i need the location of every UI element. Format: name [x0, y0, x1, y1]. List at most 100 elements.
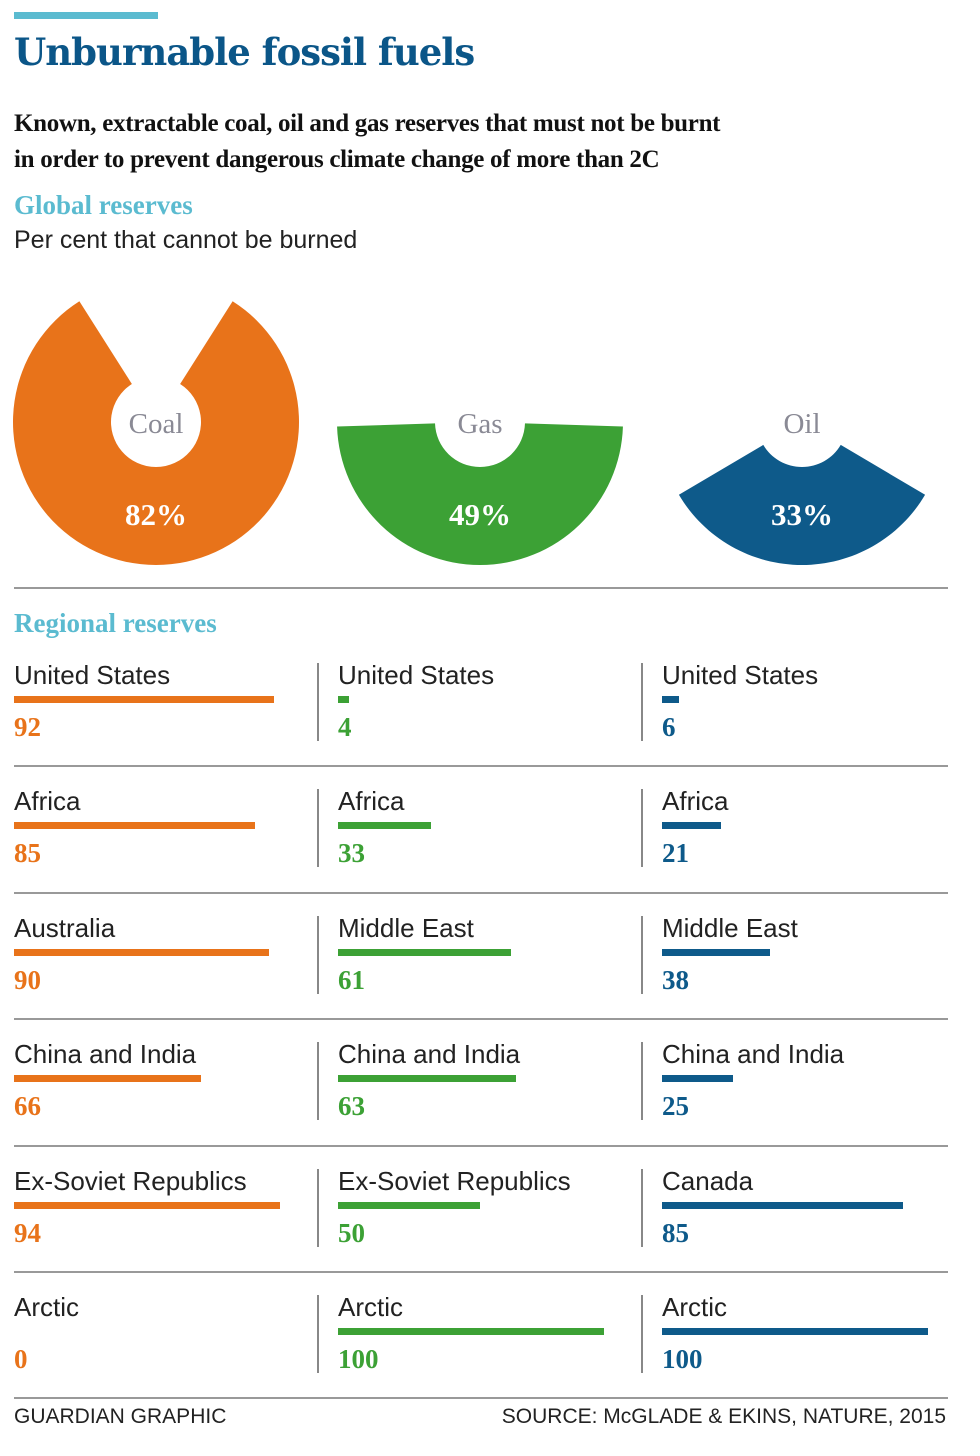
region-value: 50 [338, 1217, 365, 1248]
region-bar [662, 1075, 733, 1083]
subtitle-line-1: Known, extractable coal, oil and gas res… [14, 110, 721, 137]
column-separator [317, 1042, 319, 1121]
coal-donut-slice [13, 301, 299, 565]
donut-charts: Coal 82% Gas 49% Oil 33% [13, 301, 926, 565]
region-label: Canada [662, 1165, 754, 1196]
region-bar [14, 948, 269, 956]
region-value: 92 [14, 712, 41, 742]
region-label: China and India [14, 1039, 197, 1070]
region-label: United States [662, 660, 819, 690]
regional-reserves-heading: Regional reserves [14, 608, 217, 638]
region-cell: Middle East 38 [662, 913, 962, 1023]
region-bar [14, 696, 275, 703]
region-bar [338, 948, 511, 956]
column-separator [641, 1042, 643, 1121]
row-divider [14, 1271, 948, 1273]
column-separator [317, 789, 319, 868]
region-bar [338, 1201, 480, 1209]
region-cell: United States 92 [14, 660, 314, 770]
column-separator [317, 663, 319, 741]
column-separator [317, 1168, 319, 1247]
region-label: Ex-Soviet Republics [338, 1165, 571, 1196]
source: SOURCE: McGLADE & EKINS, NATURE, 2015 [501, 1405, 946, 1428]
oil-label: Oil [783, 408, 820, 440]
region-bar [14, 1075, 201, 1083]
region-cell: China and India 66 [14, 1039, 314, 1149]
subtitle-line-2: in order to prevent dangerous climate ch… [14, 146, 660, 173]
row-divider [14, 891, 948, 894]
region-cell: China and India 63 [338, 1039, 638, 1149]
region-cell: China and India 25 [662, 1039, 962, 1149]
region-label: Africa [662, 786, 729, 817]
coal-label: Coal [129, 408, 184, 440]
gas-label: Gas [457, 408, 502, 440]
region-label: United States [14, 660, 171, 690]
region-cell: Arctic 0 [14, 1292, 314, 1402]
region-value: 61 [338, 964, 365, 995]
column-separator [317, 915, 319, 994]
region-cell: Africa 85 [14, 786, 314, 896]
region-value: 94 [14, 1217, 41, 1248]
column-separator [317, 1295, 319, 1373]
region-label: Australia [14, 912, 116, 943]
region-value: 21 [662, 838, 689, 869]
row-divider [14, 765, 948, 768]
column-separator [641, 915, 643, 994]
region-cell: Africa 21 [662, 786, 962, 896]
region-label: Africa [338, 786, 405, 817]
gas-percent-label: 49% [449, 497, 511, 532]
region-bar [338, 1328, 604, 1335]
region-cell: United States 6 [662, 660, 962, 770]
global-reserves-heading: Global reserves [14, 190, 193, 220]
region-value: 100 [338, 1344, 379, 1374]
region-value: 90 [14, 964, 41, 995]
region-value: 38 [662, 964, 689, 995]
column-separator [641, 1295, 643, 1373]
region-label: Middle East [662, 912, 798, 943]
coal-percent-label: 82% [125, 497, 187, 532]
region-bar [662, 1201, 903, 1209]
region-cell: Ex-Soviet Republics 94 [14, 1166, 314, 1276]
gas-donut-slice [337, 423, 623, 565]
region-bar [338, 822, 432, 830]
region-label: Middle East [338, 912, 474, 943]
credit: GUARDIAN GRAPHIC [14, 1405, 227, 1428]
region-cell: Arctic 100 [662, 1292, 962, 1402]
region-value: 66 [14, 1091, 41, 1122]
row-divider [14, 1018, 948, 1021]
region-bar [338, 1075, 517, 1083]
region-label: Africa [14, 786, 81, 817]
region-bar [662, 1328, 928, 1335]
region-value: 85 [662, 1217, 689, 1248]
region-bar [338, 696, 350, 703]
region-bar [662, 822, 722, 830]
region-cell: Ex-Soviet Republics 50 [338, 1166, 638, 1276]
region-cell: Canada 85 [662, 1166, 962, 1276]
region-label: China and India [338, 1039, 521, 1070]
region-label: Arctic [662, 1292, 727, 1322]
region-cell: Middle East 61 [338, 913, 638, 1023]
column-separator [641, 663, 643, 741]
page-title: Unburnable fossil fuels [14, 30, 475, 74]
region-label: United States [338, 660, 495, 690]
region-bar [662, 948, 770, 956]
region-cell: Australia 90 [14, 913, 314, 1023]
region-value: 4 [338, 712, 352, 742]
oil-donut-slice [678, 444, 926, 565]
region-label: China and India [662, 1039, 845, 1070]
region-cell: Arctic 100 [338, 1292, 638, 1402]
region-cell: United States 4 [338, 660, 638, 770]
oil-percent-label: 33% [771, 497, 833, 532]
region-value: 25 [662, 1091, 689, 1122]
region-label: Arctic [338, 1292, 403, 1322]
region-value: 0 [14, 1344, 28, 1374]
divider [14, 587, 948, 589]
region-bar [662, 696, 679, 703]
row-divider [14, 1397, 948, 1400]
column-separator [641, 1168, 643, 1247]
row-divider [14, 1144, 948, 1147]
accent-bar [14, 12, 158, 19]
region-cell: Africa 33 [338, 786, 638, 896]
region-value: 85 [14, 838, 41, 869]
